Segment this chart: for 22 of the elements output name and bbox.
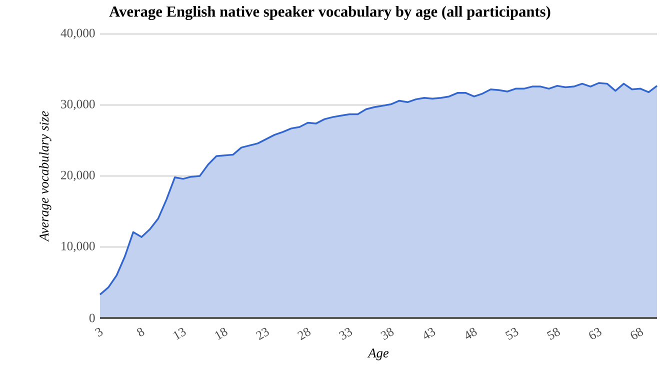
x-tick-label: 28 <box>297 328 311 340</box>
x-tick-label: 18 <box>215 328 228 340</box>
x-tick-label: 23 <box>256 328 269 340</box>
x-tick-label: 68 <box>630 328 644 340</box>
x-tick-label: 33 <box>338 328 352 340</box>
y-axis-title: Average vocabulary size <box>39 111 52 242</box>
x-tick-label: 48 <box>466 328 477 339</box>
y-tick-label: 40,000 <box>60 28 95 40</box>
x-tick-label: 53 <box>505 328 518 340</box>
x-tick-label: 43 <box>424 328 436 339</box>
x-tick-label: 58 <box>546 328 560 340</box>
x-tick-label: 63 <box>589 328 602 340</box>
x-tick-label: 8 <box>137 328 144 336</box>
y-tick-label: 0 <box>89 314 95 322</box>
x-axis-title: Age <box>367 348 389 360</box>
y-tick-label: 10,000 <box>62 242 95 252</box>
y-tick-label: 20,000 <box>61 170 95 182</box>
chart-title: Average English native speaker vocabulary by age (all participants) <box>109 6 550 20</box>
x-tick-label: 3 <box>95 328 103 337</box>
x-tick-label: 38 <box>380 328 394 340</box>
x-tick-label: 13 <box>173 328 186 340</box>
y-tick-label: 30,000 <box>61 100 95 110</box>
